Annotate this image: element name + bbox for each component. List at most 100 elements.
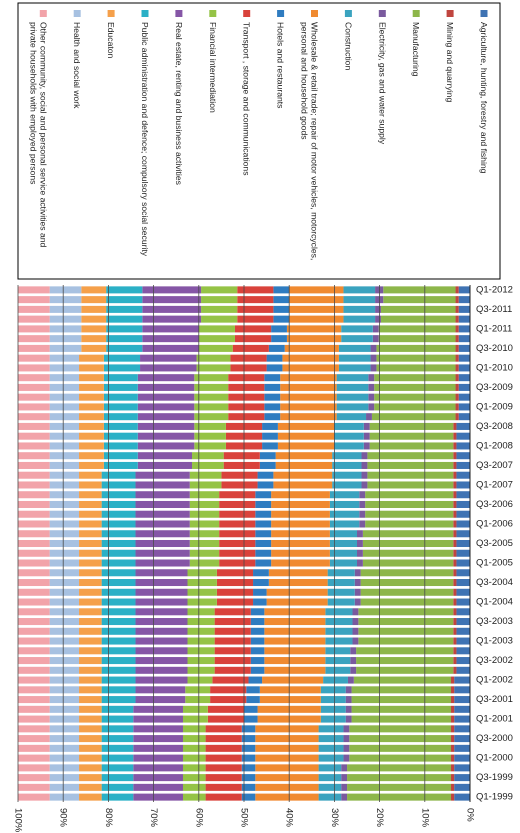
bar-segment: [341, 783, 348, 791]
bar-segment: [343, 754, 350, 762]
bar-segment: [79, 579, 102, 587]
bar-segment: [237, 315, 274, 323]
bar-segment: [361, 481, 368, 489]
y-tick-label: 80%: [103, 808, 114, 828]
bar-segment: [135, 598, 188, 606]
x-tick-label: Q1-2004: [476, 597, 513, 608]
bar-segment: [451, 744, 455, 752]
bar-segment: [133, 725, 183, 733]
bar-segment: [264, 413, 281, 421]
bar-segment: [255, 744, 319, 752]
bar-segment: [101, 696, 136, 704]
bar-segment: [194, 413, 229, 421]
bar-segment: [255, 725, 319, 733]
legend-swatch: [175, 10, 183, 17]
bar-segment: [456, 657, 470, 665]
bar-segment: [101, 588, 136, 596]
bar-segment: [207, 715, 244, 723]
bar-segment: [194, 422, 226, 430]
bar-segment: [455, 364, 459, 372]
bar-segment: [18, 657, 50, 665]
bar-segment: [365, 520, 454, 528]
bar-segment: [49, 422, 80, 430]
bar-segment: [201, 286, 238, 294]
bar-segment: [101, 598, 136, 606]
bar-segment: [343, 315, 376, 323]
x-tick-label: Q3-1999: [476, 772, 513, 783]
bar-segment: [49, 588, 80, 596]
bar-segment: [248, 676, 263, 684]
bar-segment: [455, 403, 459, 411]
bar-segment: [18, 618, 50, 626]
bar-segment: [271, 335, 287, 343]
bar-segment: [79, 764, 102, 772]
bar-segment: [369, 432, 454, 440]
bar-segment: [194, 442, 226, 450]
bar-segment: [250, 618, 265, 626]
bar-segment: [49, 725, 80, 733]
bar-segment: [201, 296, 238, 304]
bar-segment: [359, 520, 366, 528]
bar-segment: [259, 452, 276, 460]
bar-segment: [282, 364, 339, 372]
bar-segment: [264, 627, 326, 635]
bar-segment: [49, 676, 80, 684]
bar-segment: [189, 530, 220, 538]
bar-segment: [456, 637, 470, 645]
bar-segment: [192, 452, 224, 460]
bar-segment: [137, 383, 195, 391]
bar-segment: [18, 315, 50, 323]
bar-segment: [198, 325, 235, 333]
bar-segment: [370, 354, 377, 362]
bar-segment: [360, 569, 454, 577]
bar-segment: [358, 618, 454, 626]
bar-segment: [18, 296, 50, 304]
bar-segment: [458, 315, 470, 323]
bar-segment: [255, 530, 272, 538]
x-tick-label: Q1-2003: [476, 636, 513, 647]
bar-segment: [455, 296, 459, 304]
bar-segment: [187, 637, 215, 645]
bar-segment: [140, 354, 197, 362]
bar-segment: [49, 754, 80, 762]
bar-segment: [262, 432, 278, 440]
bar-segment: [196, 354, 231, 362]
bar-segment: [79, 705, 102, 713]
bar-segment: [198, 335, 235, 343]
bar-segment: [133, 783, 183, 791]
bar-segment: [368, 393, 375, 401]
bar-segment: [456, 461, 470, 469]
bar-segment: [454, 754, 470, 762]
bar-segment: [453, 481, 457, 489]
bar-segment: [101, 715, 134, 723]
bar-segment: [456, 481, 470, 489]
bar-segment: [289, 315, 344, 323]
bar-segment: [350, 666, 357, 674]
bar-segment: [49, 510, 80, 518]
bar-segment: [349, 735, 452, 743]
bar-segment: [189, 500, 220, 508]
bar-segment: [458, 413, 470, 421]
bar-segment: [451, 715, 455, 723]
x-tick-label: Q1-1999: [476, 792, 513, 803]
bar-segment: [367, 471, 454, 479]
bar-segment: [361, 461, 368, 469]
bar-segment: [280, 374, 337, 382]
bar-segment: [454, 696, 470, 704]
x-tick-label: Q1-2010: [476, 362, 513, 373]
bar-segment: [253, 579, 269, 587]
bar-segment: [135, 471, 190, 479]
bar-segment: [383, 296, 456, 304]
bar-segment: [49, 608, 80, 616]
bar-segment: [18, 442, 50, 450]
bar-segment: [196, 364, 231, 372]
bar-segment: [228, 383, 265, 391]
bar-segment: [79, 657, 102, 665]
bar-segment: [232, 344, 269, 352]
bar-segment: [280, 413, 337, 421]
bar-segment: [49, 735, 80, 743]
bar-segment: [455, 344, 459, 352]
bar-segment: [81, 286, 107, 294]
legend-swatch: [412, 10, 420, 17]
bar-segment: [455, 354, 459, 362]
